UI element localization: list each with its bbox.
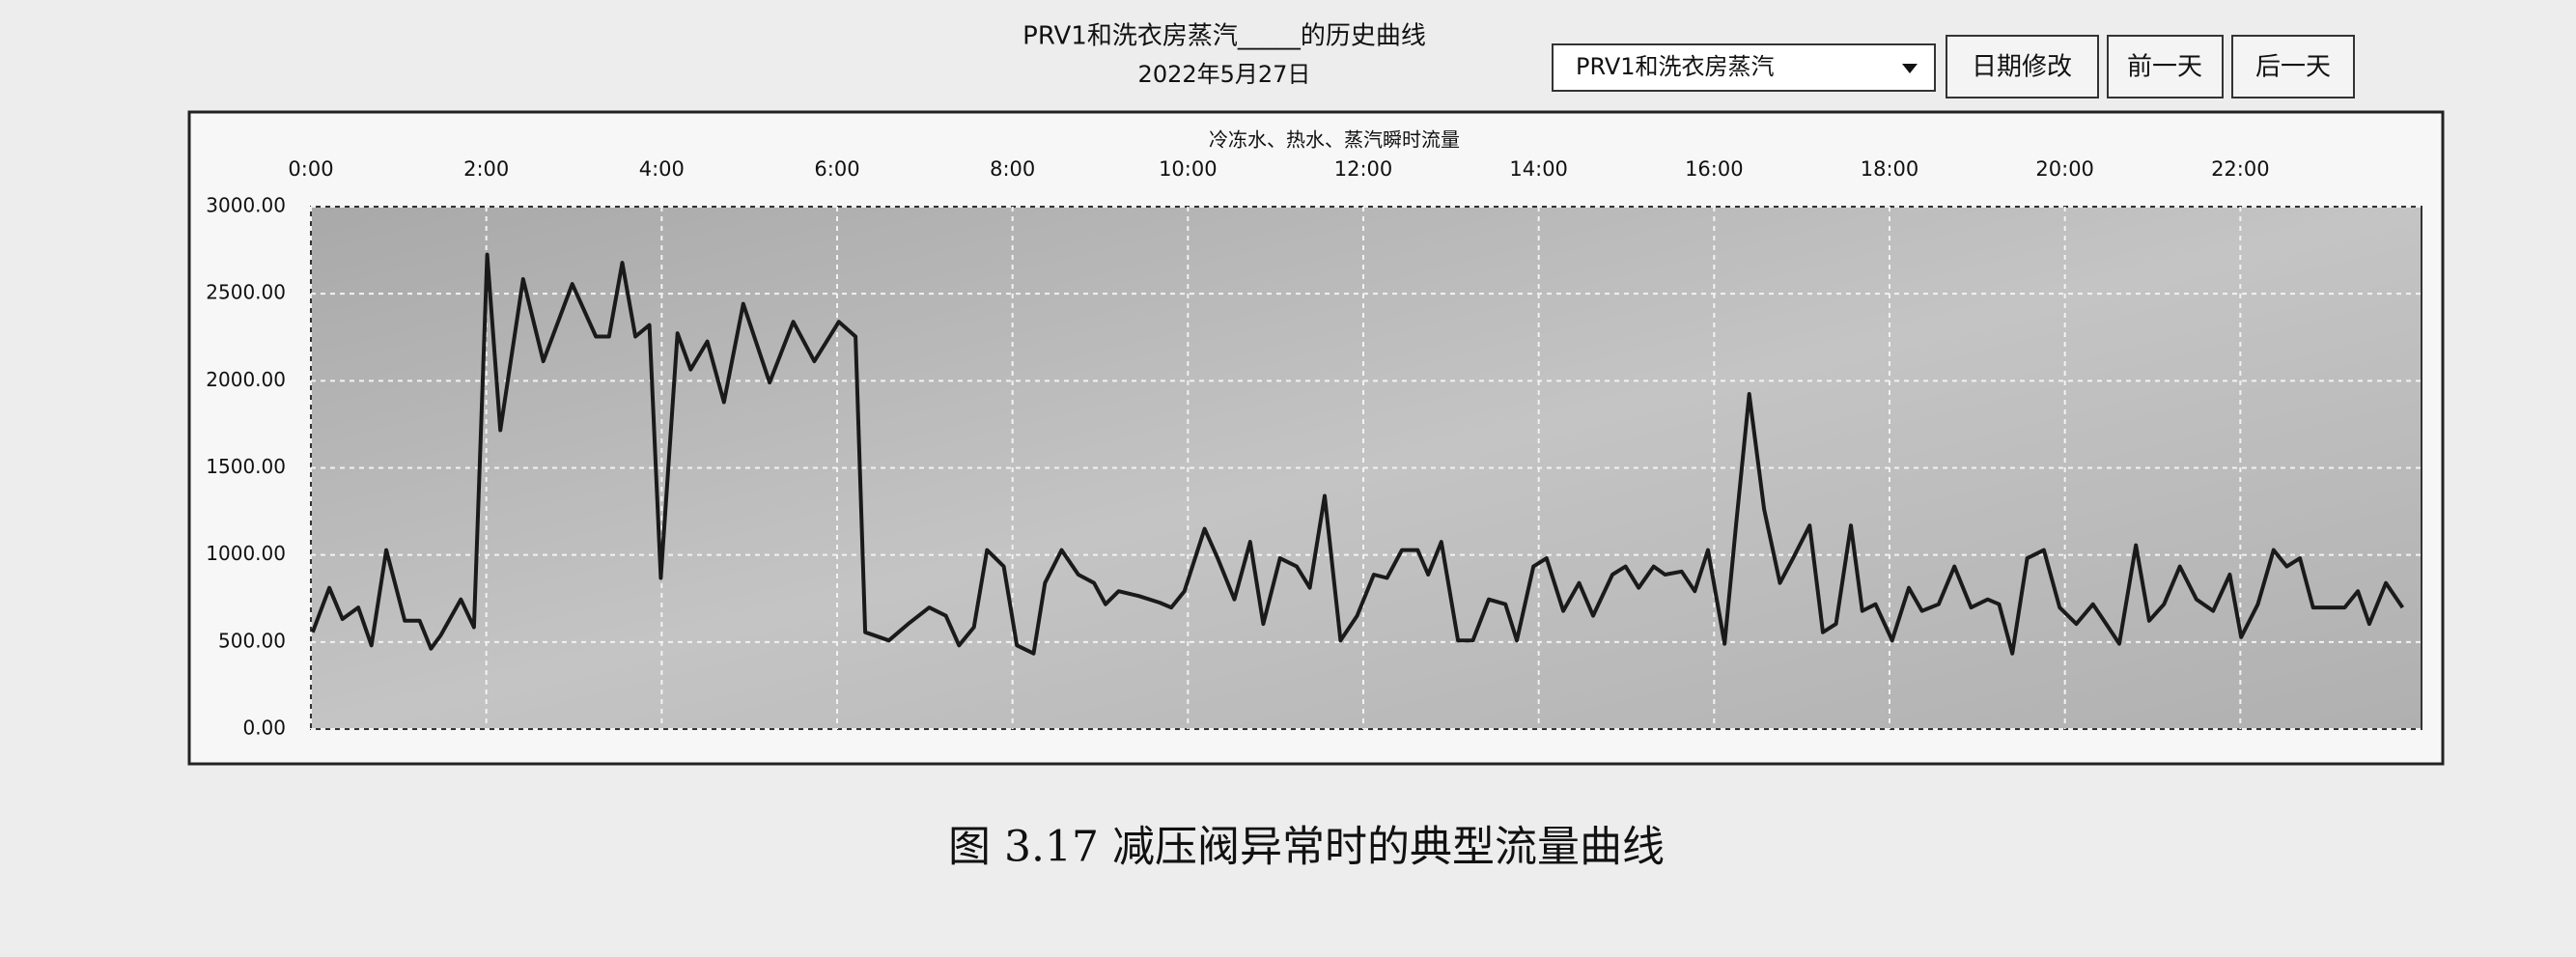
x-tick-label: 6:00 [814,157,859,181]
y-tick-label: 2000.00 [206,368,286,391]
button[interactable]: 后一天 [2231,35,2355,99]
button-text: 后一天 [2255,53,2331,82]
x-tick-label: 8:00 [990,157,1035,181]
x-tick-label: 16:00 [1685,157,1744,181]
dropdown-arrow [1902,64,1918,73]
x-tick-label: 20:00 [2035,157,2094,181]
chart-subtitle: 2022年5月27日 [1138,61,1311,88]
chart-layer: 0.00 500.00 1000.00 1500.00 2000.00 2500.00 30… [206,157,2422,740]
button-box [2107,35,2224,99]
button[interactable]: 日期修改 [1946,35,2099,99]
y-tick-label: 1000.00 [206,542,286,565]
button-box [1946,35,2099,99]
x-tick-label: 2:00 [463,157,509,181]
dropdown[interactable]: PRV1和洗衣房蒸汽 [1552,43,1936,92]
x-tick-label: 22:00 [2211,157,2270,181]
chart-annotation: 冷冻水、热水、蒸汽瞬时流量 [1209,128,1460,152]
figure-caption: 图 3.17 减压阀异常时的典型流量曲线 [948,823,1665,872]
y-tick-label: 500.00 [218,629,286,652]
button[interactable]: 前一天 [2107,35,2224,99]
button-text: 日期修改 [1972,53,2072,82]
button-text: 前一天 [2127,53,2202,82]
y-tick-label: 2500.00 [206,281,286,304]
x-tick-label: 12:00 [1334,157,1393,181]
x-tick-label: 18:00 [1861,157,1919,181]
x-tick-label: 14:00 [1509,157,1568,181]
y-tick-label: 1500.00 [206,455,286,478]
y-tick-label: 0.00 [242,717,286,740]
x-tick-label: 4:00 [639,157,685,181]
dropdown-box [1552,43,1936,92]
data-line [310,252,2405,656]
dropdown-text: PRV1和洗衣房蒸汽 [1576,53,1775,80]
x-tick-label: 10:00 [1159,157,1218,181]
y-tick-label: 3000.00 [206,194,286,217]
button-box [2231,35,2355,99]
x-tick-label: 0:00 [288,157,333,181]
chart-title: PRV1和洗衣房蒸汽_____的历史曲线 [1022,22,1426,51]
